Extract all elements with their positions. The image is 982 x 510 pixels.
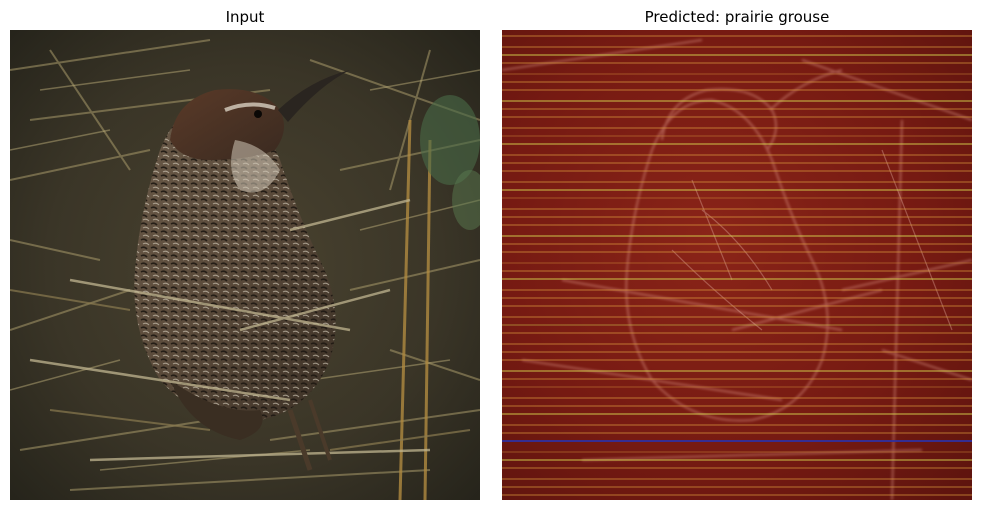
input-bird-photo <box>10 30 480 500</box>
saliency-heatmap <box>502 30 972 500</box>
prediction-panel-title: Predicted: prairie grouse <box>644 8 830 26</box>
saliency-overlay-image <box>502 30 972 500</box>
saliency-bands <box>502 35 972 496</box>
input-image <box>10 30 480 500</box>
input-panel-title: Input <box>225 8 265 26</box>
